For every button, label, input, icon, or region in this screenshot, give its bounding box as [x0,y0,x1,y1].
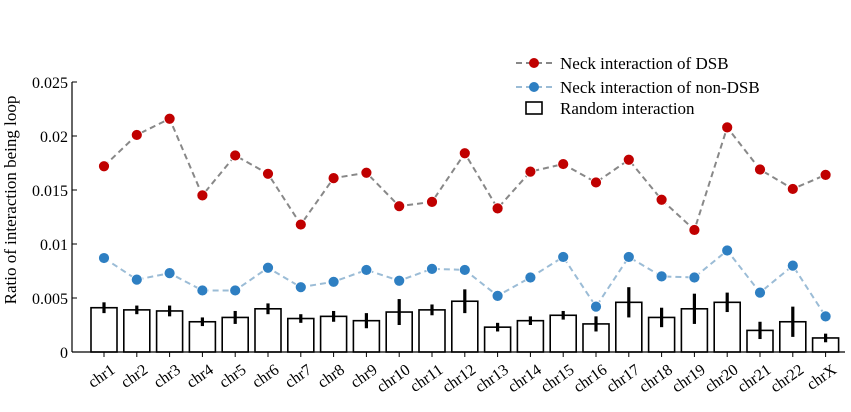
y-tick-label: 0.015 [32,183,68,200]
point-non-dsb-chr1 [98,252,110,264]
x-tick-label-chr4: chr4 [184,361,217,391]
point-non-dsb-chr14 [524,271,537,284]
legend-box-random [525,101,543,115]
x-tick-label-chr22: chr22 [767,361,807,396]
bar-chr7 [286,317,315,353]
point-non-dsb-chr2 [130,273,143,286]
bar-chr1 [90,306,118,353]
x-tick-label-chrX: chrX [804,361,840,394]
legend-label-random: Random interaction [560,99,695,118]
x-tick-label-chr8: chr8 [315,361,348,391]
point-dsb-chr21 [754,163,766,176]
y-axis-label: Ratio of interaction being loop [1,96,20,305]
x-tick-label-chr14: chr14 [505,361,545,396]
point-non-dsb-chr12 [458,264,471,276]
bar-chr2 [123,309,151,353]
point-non-dsb-chr10 [393,274,406,287]
point-dsb-chrX [819,168,832,181]
x-tick-label-chr20: chr20 [702,361,742,396]
bar-chr15 [549,314,578,353]
point-non-dsb-chr16 [590,300,602,313]
point-non-dsb-chr22 [786,259,799,272]
point-dsb-chr17 [622,153,635,166]
point-non-dsb-chr4 [196,284,209,297]
point-non-dsb-chr20 [721,244,734,257]
point-non-dsb-chr9 [360,264,373,276]
legend-marker-dsb [529,58,539,68]
point-dsb-chr6 [262,167,274,180]
x-tick-label-chr10: chr10 [374,361,414,396]
point-dsb-chr14 [524,165,537,178]
bar-chr14 [516,319,545,353]
point-non-dsb-chr19 [688,271,701,284]
x-tick-label-chr18: chr18 [636,361,676,396]
x-tick-label-chr3: chr3 [151,361,184,391]
x-tick-label-chr9: chr9 [348,361,381,391]
point-dsb-chr10 [393,200,406,213]
x-tick-label-chr6: chr6 [249,361,282,391]
series-points [98,112,832,323]
point-dsb-chr8 [327,172,340,185]
point-dsb-chr1 [98,160,110,173]
point-non-dsb-chr13 [491,289,504,302]
x-tick-label-chr17: chr17 [603,361,643,396]
x-tick-label-chr12: chr12 [439,361,479,396]
point-non-dsb-chr18 [655,270,668,283]
legend-label-non-dsb: Neck interaction of non-DSB [560,78,760,97]
point-non-dsb-chr15 [557,251,570,263]
x-tick-label-chr5: chr5 [216,361,249,391]
point-dsb-chr4 [196,189,209,202]
point-non-dsb-chr3 [163,267,176,280]
point-non-dsb-chrX [819,310,832,323]
point-non-dsb-chr17 [622,251,635,263]
point-dsb-chr13 [491,202,504,215]
point-dsb-chr12 [458,147,471,160]
bar-chr3 [155,310,184,353]
legend: Neck interaction of DSB Neck interaction … [516,54,760,118]
x-tick-label-chr16: chr16 [571,361,611,396]
point-dsb-chr18 [655,193,668,206]
series-line-dsb [103,117,826,232]
x-tick-label-chr15: chr15 [538,361,578,396]
point-non-dsb-chr21 [754,286,766,299]
y-tick-label: 0.02 [40,129,68,146]
point-non-dsb-chr11 [426,262,438,275]
bar-chr11 [418,309,446,353]
point-dsb-chr22 [786,183,799,195]
point-dsb-chr2 [130,129,143,141]
x-tick-label-chr7: chr7 [282,361,315,391]
point-dsb-chr19 [688,224,701,236]
legend-label-dsb: Neck interaction of DSB [560,54,729,73]
point-dsb-chr15 [557,158,570,170]
bar-chr4 [188,320,217,353]
x-tick-label-chr11: chr11 [407,361,446,395]
y-tick-label: 0.025 [32,75,68,92]
point-non-dsb-chr5 [229,284,242,297]
x-tick-label-chr1: chr1 [85,361,118,391]
x-tick-label-chr21: chr21 [735,361,775,396]
point-dsb-chr11 [426,195,438,208]
y-tick-label: 0 [60,345,68,362]
bar-chr17 [614,301,643,353]
point-dsb-chr5 [229,149,242,162]
error-bars [102,287,828,343]
x-tick-label-chr2: chr2 [118,361,151,391]
point-dsb-chr7 [294,218,307,231]
y-tick-label: 0.01 [40,237,68,254]
point-non-dsb-chr7 [294,281,307,294]
point-dsb-chr9 [360,166,373,179]
point-dsb-chr20 [721,121,734,134]
point-dsb-chr16 [590,176,602,189]
y-tick-label: 0.005 [32,291,68,308]
x-tick-label-chr13: chr13 [472,361,512,396]
legend-marker-non-dsb [529,82,539,92]
bar-chr6 [254,307,282,353]
point-non-dsb-chr8 [327,275,340,288]
point-dsb-chr3 [163,112,176,125]
bar-chr8 [319,315,348,353]
point-non-dsb-chr6 [262,261,274,274]
x-tick-label-chr19: chr19 [669,361,709,396]
